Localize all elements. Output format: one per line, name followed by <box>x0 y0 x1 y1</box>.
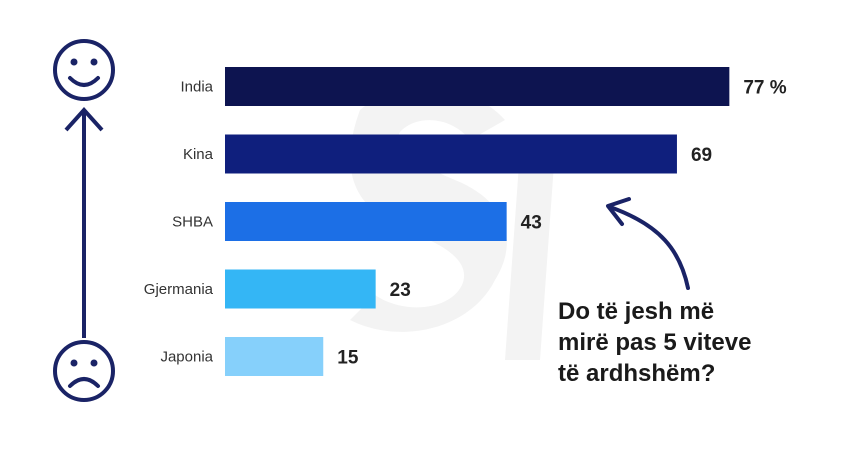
bar-india <box>225 67 730 106</box>
bar-shba <box>225 202 507 241</box>
up-arrow-icon <box>64 107 104 338</box>
bar-japonia <box>225 337 324 376</box>
category-label: Japonia <box>160 349 213 366</box>
curved-arrow-icon <box>606 197 690 290</box>
happy-face-icon <box>53 39 115 101</box>
value-label: 77 % <box>743 78 786 99</box>
bar-series: India 77 % Kina 69 SHBA 43 Gjermania 23 Japonia 1… <box>144 67 787 376</box>
bar-gjermania <box>225 269 376 309</box>
value-label: 15 <box>337 348 359 369</box>
question-line-2: mirë pas 5 viteve <box>558 329 752 356</box>
question-line-1: Do të jesh më <box>558 298 715 325</box>
value-label: 23 <box>390 280 411 301</box>
value-label: 43 <box>521 213 542 234</box>
question-annotation: Do të jesh më mirë pas 5 viteve të ardhs… <box>558 296 838 389</box>
category-label: Kina <box>183 146 214 163</box>
category-label: Gjermania <box>144 281 214 298</box>
category-label: SHBA <box>172 214 213 231</box>
bar-kina <box>225 134 677 174</box>
value-label: 69 <box>691 145 712 166</box>
question-line-3: të ardhshëm? <box>558 360 716 387</box>
category-label: India <box>180 79 213 96</box>
sentiment-axis <box>53 39 115 402</box>
sad-face-icon <box>53 340 115 402</box>
